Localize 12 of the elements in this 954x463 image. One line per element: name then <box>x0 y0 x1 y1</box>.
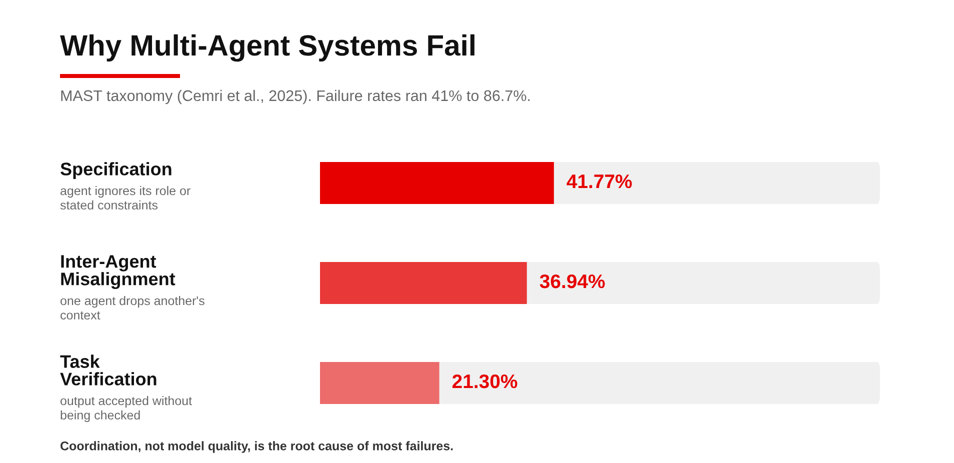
data-label: 36.94% <box>540 274 605 288</box>
text: Coordination, not model quality, is the root cause of most failures. <box>60 441 453 453</box>
y-tick-label: Specification <box>60 162 172 179</box>
chart-title: Why Multi-Agent Systems Fail <box>60 34 474 62</box>
text: one agent drops another's context <box>60 296 204 320</box>
y-tick-label: Inter-Agent Misalignment <box>61 255 176 289</box>
text: agent ignores its role or stated constraints <box>60 186 190 210</box>
text: output accepted without being checked <box>60 396 192 422</box>
data-label: 21.30% <box>452 374 518 388</box>
y-tick-label: Task Verification <box>60 354 156 386</box>
data-label: 41.77% <box>566 174 632 188</box>
chart-subtitle: MAST taxonomy (Cemri et al., 2025). Failure rates ran 41% to 86.7%. <box>61 90 530 104</box>
